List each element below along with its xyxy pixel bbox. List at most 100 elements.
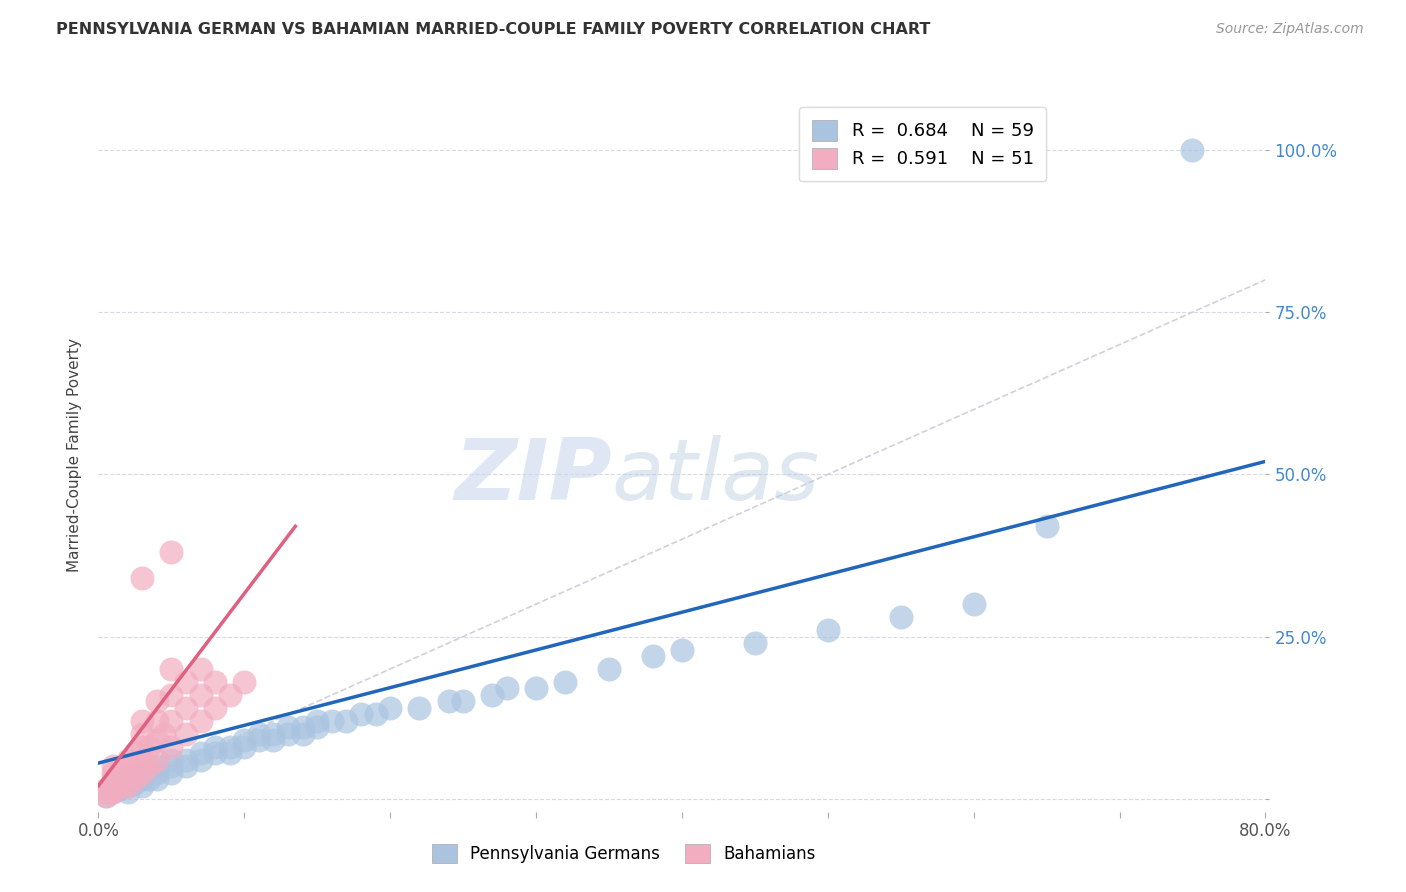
Point — [104, 782, 127, 797]
Point — [101, 772, 124, 787]
Point — [962, 597, 984, 611]
Point — [233, 733, 256, 747]
Point — [451, 694, 474, 708]
Point — [124, 772, 146, 787]
Point — [146, 714, 169, 728]
Point — [101, 759, 124, 773]
Point — [408, 701, 430, 715]
Point — [131, 739, 153, 754]
Point — [94, 785, 117, 799]
Point — [307, 720, 329, 734]
Point — [174, 701, 197, 715]
Point — [641, 648, 664, 663]
Point — [174, 753, 197, 767]
Point — [160, 753, 183, 767]
Point — [117, 759, 139, 773]
Point — [378, 701, 402, 715]
Point — [101, 765, 124, 780]
Point — [524, 681, 547, 696]
Point — [291, 727, 314, 741]
Point — [117, 753, 139, 767]
Point — [160, 688, 183, 702]
Point — [101, 785, 124, 799]
Point — [247, 727, 270, 741]
Point — [321, 714, 343, 728]
Point — [138, 739, 160, 754]
Point — [110, 779, 132, 793]
Point — [190, 714, 212, 728]
Point — [307, 714, 329, 728]
Point — [247, 733, 270, 747]
Point — [146, 765, 169, 780]
Point — [124, 775, 146, 789]
Point — [262, 727, 284, 741]
Point — [160, 759, 183, 773]
Point — [117, 772, 139, 787]
Point — [204, 701, 226, 715]
Point — [190, 753, 212, 767]
Point — [124, 759, 146, 773]
Point — [204, 747, 226, 761]
Point — [117, 772, 139, 787]
Point — [744, 636, 766, 650]
Point — [131, 753, 153, 767]
Point — [146, 733, 169, 747]
Point — [101, 779, 124, 793]
Point — [98, 779, 121, 793]
Point — [204, 739, 226, 754]
Y-axis label: Married-Couple Family Poverty: Married-Couple Family Poverty — [67, 338, 83, 572]
Point — [204, 675, 226, 690]
Point — [131, 765, 153, 780]
Legend: R =  0.684    N = 59, R =  0.591    N = 51: R = 0.684 N = 59, R = 0.591 N = 51 — [800, 107, 1046, 181]
Point — [131, 714, 153, 728]
Point — [335, 714, 357, 728]
Point — [160, 714, 183, 728]
Point — [138, 759, 160, 773]
Point — [117, 765, 139, 780]
Point — [146, 753, 169, 767]
Point — [94, 782, 117, 797]
Point — [94, 789, 117, 803]
Point — [262, 733, 284, 747]
Text: ZIP: ZIP — [454, 434, 612, 518]
Point — [174, 675, 197, 690]
Point — [160, 739, 183, 754]
Point — [174, 759, 197, 773]
Point — [190, 662, 212, 676]
Point — [117, 785, 139, 799]
Point — [218, 747, 240, 761]
Point — [218, 739, 240, 754]
Point — [131, 765, 153, 780]
Point — [117, 779, 139, 793]
Point — [671, 642, 693, 657]
Point — [131, 772, 153, 787]
Point — [98, 785, 121, 799]
Point — [233, 739, 256, 754]
Point — [160, 662, 183, 676]
Point — [146, 772, 169, 787]
Point — [146, 759, 169, 773]
Point — [218, 688, 240, 702]
Point — [94, 789, 117, 803]
Point — [1035, 519, 1057, 533]
Point — [174, 727, 197, 741]
Point — [817, 623, 839, 637]
Point — [131, 571, 153, 585]
Point — [101, 779, 124, 793]
Point — [554, 675, 576, 690]
Text: Source: ZipAtlas.com: Source: ZipAtlas.com — [1216, 22, 1364, 37]
Point — [124, 747, 146, 761]
Point — [146, 694, 169, 708]
Point — [481, 688, 503, 702]
Point — [117, 779, 139, 793]
Point — [890, 610, 912, 624]
Point — [598, 662, 620, 676]
Text: PENNSYLVANIA GERMAN VS BAHAMIAN MARRIED-COUPLE FAMILY POVERTY CORRELATION CHART: PENNSYLVANIA GERMAN VS BAHAMIAN MARRIED-… — [56, 22, 931, 37]
Point — [160, 545, 183, 559]
Point — [153, 727, 176, 741]
Point — [190, 688, 212, 702]
Point — [277, 720, 299, 734]
Point — [364, 707, 387, 722]
Point — [131, 727, 153, 741]
Point — [190, 747, 212, 761]
